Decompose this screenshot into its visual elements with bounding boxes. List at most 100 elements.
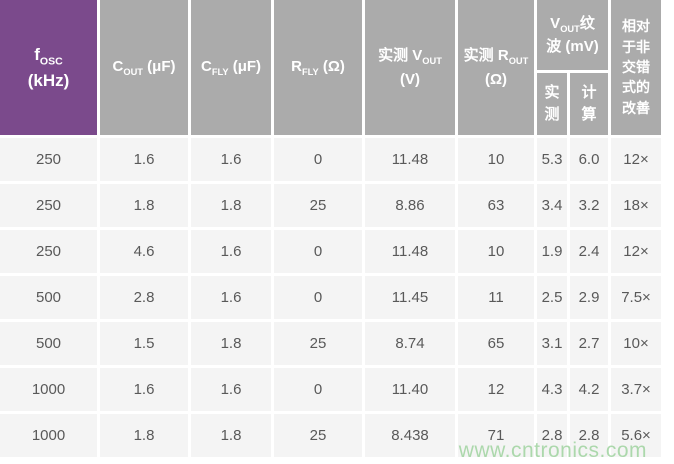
table-cell: 0 — [274, 230, 362, 273]
table-cell: 1.9 — [537, 230, 567, 273]
table-cell: 10 — [458, 230, 534, 273]
col-header-cout: COUT (μF) — [100, 0, 188, 135]
table-cell: 8.74 — [365, 322, 455, 365]
table-cell: 8.86 — [365, 184, 455, 227]
table-cell: 1.8 — [191, 322, 271, 365]
vout-unit: (V) — [400, 70, 420, 88]
table-cell: 63 — [458, 184, 534, 227]
table-cell: 2.4 — [570, 230, 608, 273]
col-header-improvement: 相对于非交错式的改善 — [611, 0, 661, 135]
table-cell: 250 — [0, 230, 97, 273]
table-cell: 500 — [0, 276, 97, 319]
table-cell: 8.438 — [365, 414, 455, 457]
table-cell: 11.40 — [365, 368, 455, 411]
table-cell: 10 — [458, 138, 534, 181]
rout-label: 实测 R — [463, 47, 509, 65]
table-cell: 18× — [611, 184, 661, 227]
table-cell: 2.7 — [570, 322, 608, 365]
table-cell: 250 — [0, 184, 97, 227]
table-cell: 11.48 — [365, 230, 455, 273]
table-cell: 1000 — [0, 368, 97, 411]
rfly-symbol: R — [291, 57, 302, 75]
table-cell: 1.6 — [100, 368, 188, 411]
ripple-label-part2: 波 (mV) — [546, 38, 599, 55]
table-row: 500 1.5 1.8 25 8.74 65 3.1 2.7 10× — [0, 322, 661, 365]
vout-subscript: OUT — [422, 56, 442, 67]
table-cell: 11 — [458, 276, 534, 319]
table-cell: 1.5 — [100, 322, 188, 365]
table-row: 250 4.6 1.6 0 11.48 10 1.9 2.4 12× — [0, 230, 661, 273]
table-cell: 6.0 — [570, 138, 608, 181]
ripple-subscript: OUT — [560, 23, 580, 34]
col-header-cfly: CFLY (μF) — [191, 0, 271, 135]
col-header-rout-measured: 实测 ROUT (Ω) — [458, 0, 534, 135]
table-cell: 500 — [0, 322, 97, 365]
table-cell: 0 — [274, 368, 362, 411]
table-cell: 1.8 — [100, 184, 188, 227]
col-header-ripple-calculated: 计算 — [570, 73, 608, 135]
table-cell: 11.45 — [365, 276, 455, 319]
table-cell: 4.2 — [570, 368, 608, 411]
table-cell: 0 — [274, 138, 362, 181]
table-cell: 1.6 — [191, 138, 271, 181]
table-cell: 0 — [274, 276, 362, 319]
col-header-fosc: fOSC (kHz) — [0, 0, 97, 135]
table-cell: 1000 — [0, 414, 97, 457]
table-cell: 3.4 — [537, 184, 567, 227]
rfly-unit: (Ω) — [318, 57, 345, 75]
table-cell: 71 — [458, 414, 534, 457]
col-header-vout-measured: 实测 VOUT (V) — [365, 0, 455, 135]
table-cell: 3.2 — [570, 184, 608, 227]
cout-symbol: C — [112, 57, 124, 75]
table-cell: 10× — [611, 322, 661, 365]
table-cell: 5.6× — [611, 414, 661, 457]
table-cell: 25 — [274, 414, 362, 457]
fosc-unit: (kHz) — [27, 70, 70, 90]
table-cell: 65 — [458, 322, 534, 365]
rout-subscript: OUT — [508, 56, 529, 67]
col-header-rfly: RFLY (Ω) — [274, 0, 362, 135]
table-cell: 250 — [0, 138, 97, 181]
table-row: 500 2.8 1.6 0 11.45 11 2.5 2.9 7.5× — [0, 276, 661, 319]
table-cell: 11.48 — [365, 138, 455, 181]
table-cell: 1.8 — [191, 414, 271, 457]
cfly-unit: (μF) — [228, 57, 262, 75]
table-cell: 3.7× — [611, 368, 661, 411]
table-cell: 1.6 — [191, 276, 271, 319]
table-cell: 12× — [611, 138, 661, 181]
table-cell: 4.3 — [537, 368, 567, 411]
table-cell: 2.9 — [570, 276, 608, 319]
table-cell: 2.8 — [537, 414, 567, 457]
cfly-subscript: FLY — [211, 66, 229, 77]
table-cell: 2.5 — [537, 276, 567, 319]
fosc-symbol: f — [34, 44, 40, 64]
table-cell: 1.6 — [100, 138, 188, 181]
cout-unit: (μF) — [142, 57, 176, 75]
table-row: 250 1.6 1.6 0 11.48 10 5.3 6.0 12× — [0, 138, 661, 181]
rfly-subscript: FLY — [301, 66, 319, 77]
fosc-subscript: OSC — [39, 54, 63, 67]
table-cell: 25 — [274, 322, 362, 365]
table-cell: 7.5× — [611, 276, 661, 319]
table-cell: 5.3 — [537, 138, 567, 181]
header-row-2: 实测 计算 — [0, 73, 661, 135]
ripple-symbol: V — [550, 14, 561, 32]
header-row-1: fOSC (kHz) COUT (μF) CFLY (μF) RFLY (Ω) … — [0, 0, 661, 135]
ripple-label-part1: 纹 — [579, 14, 595, 32]
table-cell: 2.8 — [570, 414, 608, 457]
table-cell: 1.8 — [100, 414, 188, 457]
table-cell: 4.6 — [100, 230, 188, 273]
table-cell: 25 — [274, 184, 362, 227]
col-header-ripple-group: VOUT纹 波 (mV) — [537, 0, 608, 70]
rout-unit: (Ω) — [484, 70, 508, 88]
table-cell: 12 — [458, 368, 534, 411]
measurement-table: fOSC (kHz) COUT (μF) CFLY (μF) RFLY (Ω) … — [0, 0, 661, 457]
table-cell: 1.8 — [191, 184, 271, 227]
cfly-symbol: C — [200, 57, 212, 75]
table-cell: 2.8 — [100, 276, 188, 319]
table-row: 250 1.8 1.8 25 8.86 63 3.4 3.2 18× — [0, 184, 661, 227]
table-row: 1000 1.8 1.8 25 8.438 71 2.8 2.8 5.6× — [0, 414, 661, 457]
table-cell: 1.6 — [191, 230, 271, 273]
cout-subscript: OUT — [123, 66, 143, 77]
improvement-label: 相对于非交错式的改善 — [621, 18, 650, 116]
